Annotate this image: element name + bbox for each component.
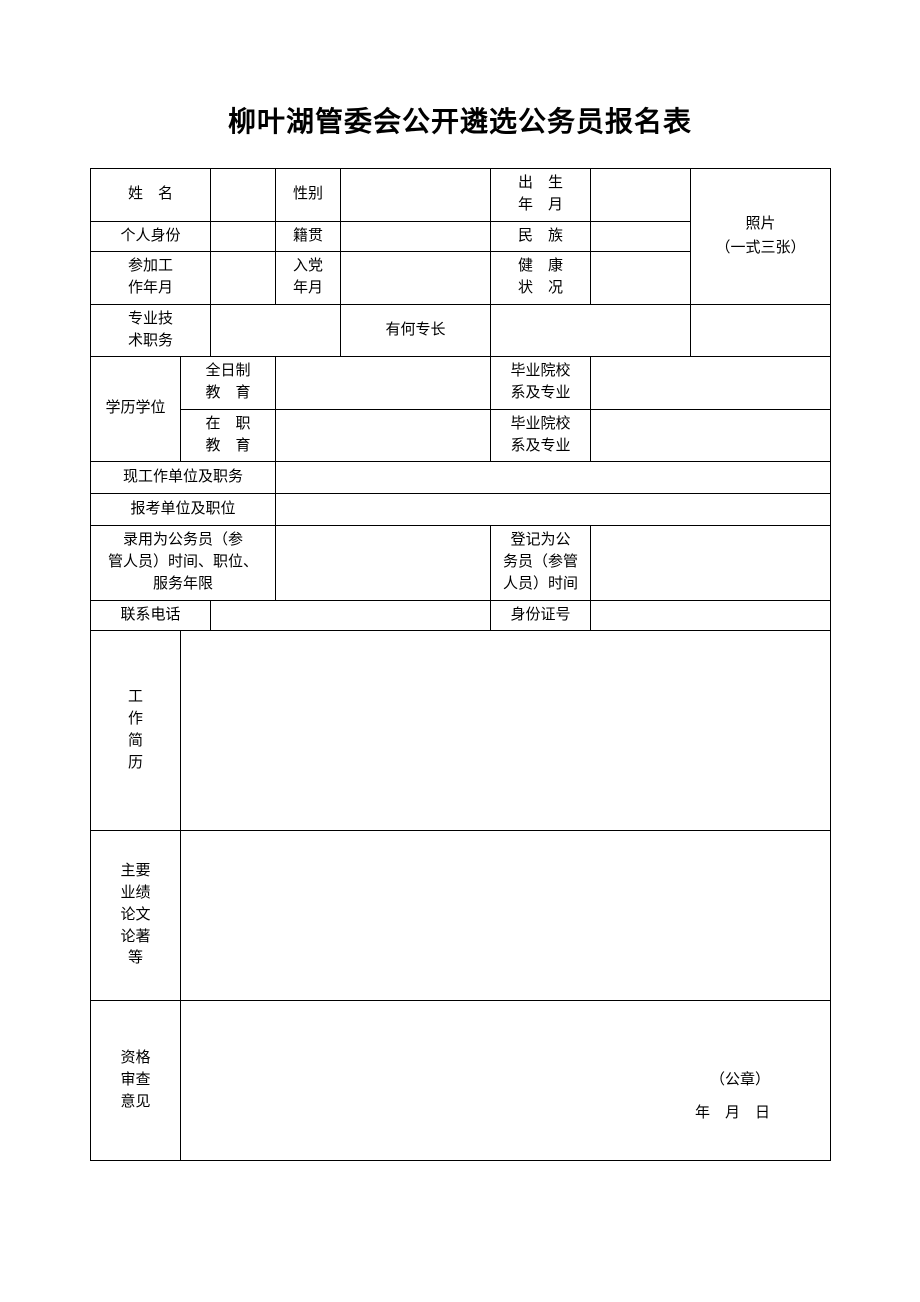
label-pt-grad: 毕业院校系及专业 (491, 409, 591, 462)
value-qual: （公章） 年 月 日 (181, 1001, 831, 1161)
value-pt-edu (276, 409, 491, 462)
label-register: 登记为公 务员（参管 人员）时间 (491, 526, 591, 600)
label-qual: 资格 审查 意见 (91, 1001, 181, 1161)
seal-label: （公章） (695, 1064, 770, 1097)
label-ethnic: 民 族 (491, 221, 591, 252)
label-fulltime: 全日制教 育 (181, 357, 276, 410)
value-resume (181, 631, 831, 831)
label-workdate: 参加工作年月 (91, 252, 211, 305)
value-idnum (591, 600, 831, 631)
label-parttime: 在 职教 育 (181, 409, 276, 462)
label-achieve: 主要 业绩 论文 论著 等 (91, 831, 181, 1001)
label-gender: 性别 (276, 169, 341, 222)
value-ft-grad (591, 357, 831, 410)
value-tech (211, 304, 341, 357)
label-idnum: 身份证号 (491, 600, 591, 631)
label-birth: 出 生年 月 (491, 169, 591, 222)
value-native (341, 221, 491, 252)
value-workdate (211, 252, 276, 305)
label-health: 健 康状 况 (491, 252, 591, 305)
value-party (341, 252, 491, 305)
value-recruit (276, 526, 491, 600)
label-cur-unit: 现工作单位及职务 (91, 462, 276, 494)
label-recruit: 录用为公务员（参 管人员）时间、职位、 服务年限 (91, 526, 276, 600)
value-ethnic (591, 221, 691, 252)
value-register (591, 526, 831, 600)
label-apply-unit: 报考单位及职位 (91, 494, 276, 526)
value-specialty (491, 304, 691, 357)
page-title: 柳叶湖管委会公开遴选公务员报名表 (90, 100, 830, 140)
value-identity (211, 221, 276, 252)
value-phone (211, 600, 491, 631)
label-identity: 个人身份 (91, 221, 211, 252)
value-name (211, 169, 276, 222)
value-achieve (181, 831, 831, 1001)
seal-block: （公章） 年 月 日 (695, 1064, 770, 1130)
value-gender (341, 169, 491, 222)
value-pt-grad (591, 409, 831, 462)
value-apply-unit (276, 494, 831, 526)
value-ft-edu (276, 357, 491, 410)
form-table: 姓 名 性别 出 生年 月 照片（一式三张） 个人身份 籍贯 民 族 参加工作年… (90, 168, 831, 1161)
photo-ext (691, 304, 831, 357)
label-ft-grad: 毕业院校系及专业 (491, 357, 591, 410)
label-name: 姓 名 (91, 169, 211, 222)
date-label: 年 月 日 (695, 1097, 770, 1130)
label-phone: 联系电话 (91, 600, 211, 631)
label-resume: 工 作 简 历 (91, 631, 181, 831)
label-edu: 学历学位 (91, 357, 181, 462)
value-birth (591, 169, 691, 222)
value-health (591, 252, 691, 305)
label-party: 入党年月 (276, 252, 341, 305)
label-tech: 专业技术职务 (91, 304, 211, 357)
value-cur-unit (276, 462, 831, 494)
label-specialty: 有何专长 (341, 304, 491, 357)
photo-box: 照片（一式三张） (691, 169, 831, 305)
label-native: 籍贯 (276, 221, 341, 252)
